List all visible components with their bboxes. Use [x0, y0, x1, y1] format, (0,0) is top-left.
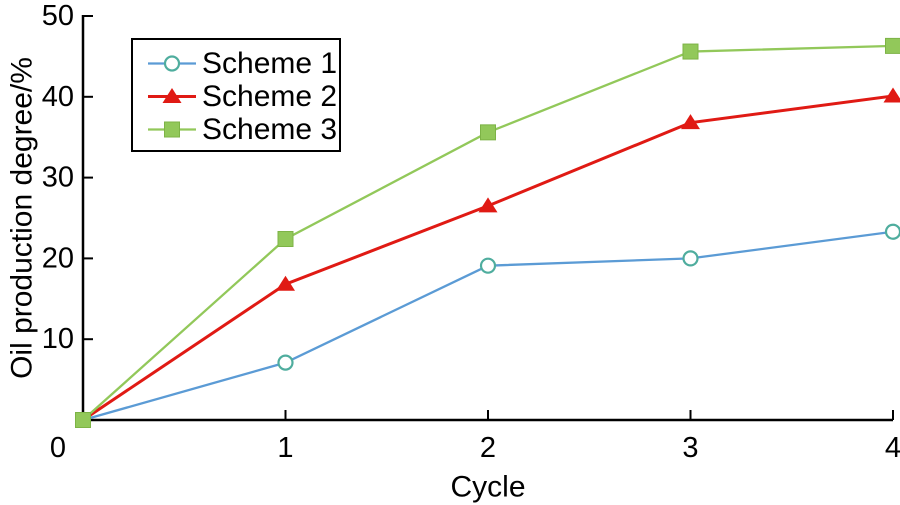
origin-tick-label: 0 — [50, 432, 66, 464]
marker-square — [75, 412, 91, 428]
marker-circle — [884, 223, 900, 240]
x-tick-label: 3 — [682, 432, 698, 464]
series-scheme-3 — [75, 37, 900, 428]
marker-square — [164, 121, 180, 138]
x-tick-label: 4 — [885, 432, 900, 464]
legend-item-label: Scheme 3 — [202, 113, 337, 146]
y-tick-label: 20 — [42, 242, 74, 274]
x-tick-label: 1 — [277, 432, 293, 464]
marker-circle — [277, 354, 294, 371]
series-scheme-2 — [82, 87, 900, 422]
marker-square — [885, 37, 900, 54]
legend-item-label: Scheme 2 — [202, 80, 337, 113]
marker-triangle — [681, 114, 700, 130]
legend-item-label: Scheme 1 — [202, 47, 337, 80]
series-scheme-1 — [82, 223, 900, 422]
legend-item: Scheme 3 — [148, 113, 337, 146]
marker-triangle — [883, 87, 900, 103]
marker-triangle — [162, 88, 182, 103]
marker-square — [682, 43, 699, 60]
marker-circle — [479, 257, 497, 274]
marker-triangle — [478, 197, 498, 213]
y-tick-label: 10 — [42, 323, 74, 355]
marker-square — [277, 231, 294, 248]
marker-circle — [163, 55, 181, 72]
marker-square — [480, 124, 496, 141]
y-tick-label: 40 — [42, 81, 74, 113]
y-tick-label: 30 — [42, 162, 74, 194]
y-axis-title: Oil production degree/% — [6, 57, 39, 379]
x-tick-label: 2 — [480, 432, 496, 464]
legend-item: Scheme 1 — [148, 47, 337, 80]
y-tick-label: 50 — [42, 0, 74, 32]
marker-triangle — [276, 275, 295, 291]
marker-circle — [682, 250, 699, 267]
legend-item: Scheme 2 — [148, 80, 337, 113]
x-axis-title: Cycle — [450, 471, 525, 504]
